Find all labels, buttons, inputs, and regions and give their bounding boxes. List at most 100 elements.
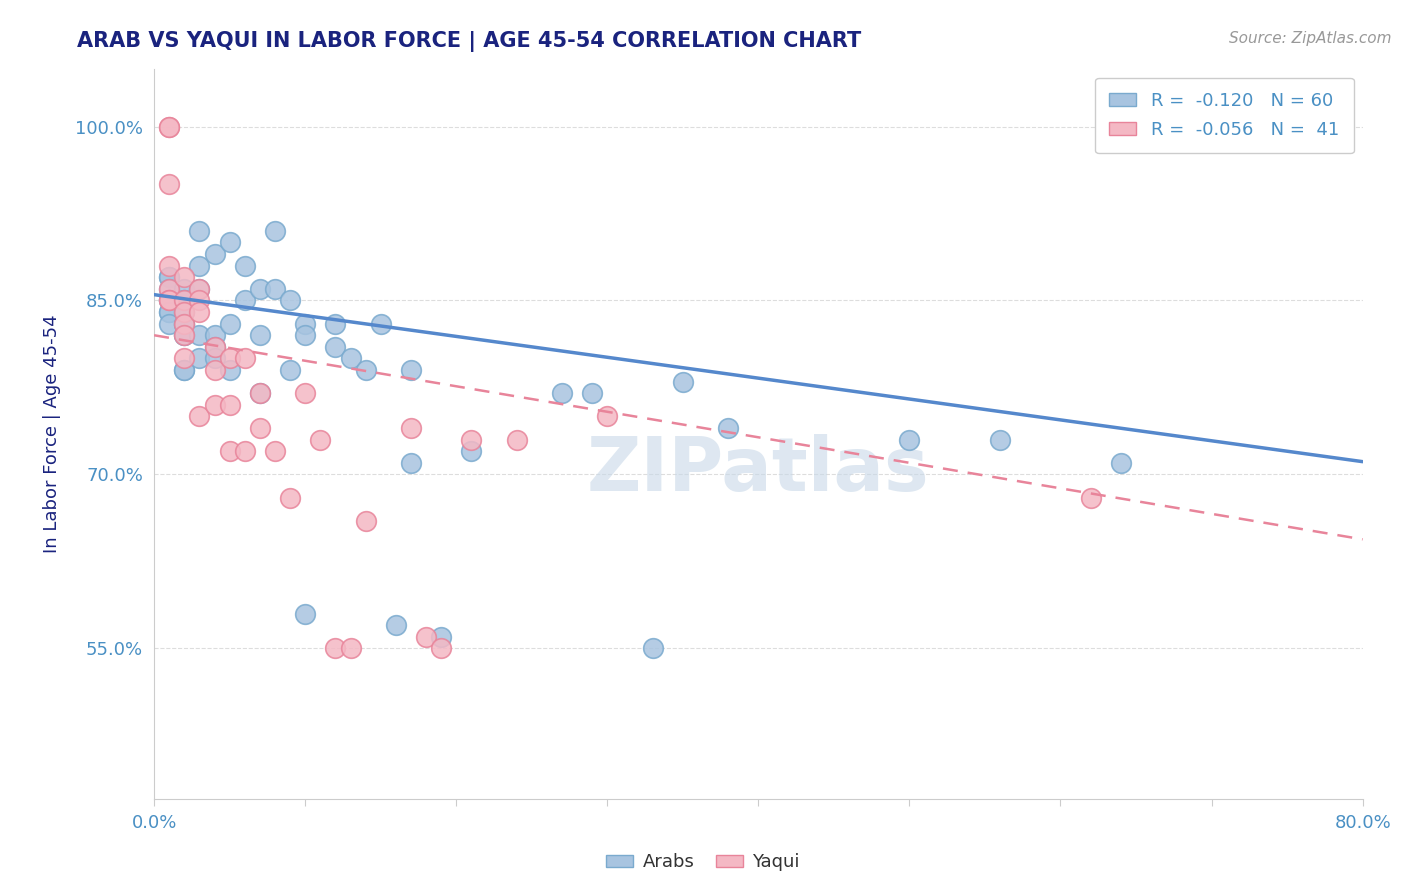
Point [430, 641, 453, 656]
Point [249, 386, 271, 401]
Point [157, 270, 180, 285]
Point [233, 259, 256, 273]
Point [173, 328, 195, 343]
Point [173, 270, 195, 285]
Point [339, 351, 361, 366]
Point [988, 433, 1011, 447]
Point [278, 491, 301, 505]
Point [264, 444, 287, 458]
Point [173, 282, 195, 296]
Point [505, 433, 527, 447]
Point [898, 433, 921, 447]
Point [173, 293, 195, 308]
Point [278, 293, 301, 308]
Point [173, 328, 195, 343]
Point [581, 386, 603, 401]
Point [157, 120, 180, 134]
Point [672, 375, 695, 389]
Point [325, 317, 347, 331]
Point [415, 630, 437, 644]
Point [233, 293, 256, 308]
Point [1109, 456, 1132, 470]
Point [264, 224, 287, 238]
Text: ARAB VS YAQUI IN LABOR FORCE | AGE 45-54 CORRELATION CHART: ARAB VS YAQUI IN LABOR FORCE | AGE 45-54… [77, 31, 862, 53]
Point [173, 317, 195, 331]
Point [399, 421, 422, 435]
Point [157, 178, 180, 192]
Point [157, 120, 180, 134]
Point [354, 363, 377, 377]
Point [188, 282, 211, 296]
Point [157, 293, 180, 308]
Point [249, 386, 271, 401]
Legend: R =  -0.120   N = 60, R =  -0.056   N =  41: R = -0.120 N = 60, R = -0.056 N = 41 [1095, 78, 1354, 153]
Point [157, 293, 180, 308]
Text: Source: ZipAtlas.com: Source: ZipAtlas.com [1229, 31, 1392, 46]
Point [218, 363, 240, 377]
Point [1080, 491, 1102, 505]
Point [460, 444, 482, 458]
Point [188, 409, 211, 424]
Point [218, 317, 240, 331]
Point [325, 641, 347, 656]
Point [173, 305, 195, 319]
Point [173, 317, 195, 331]
Point [385, 618, 408, 632]
Point [264, 282, 287, 296]
Point [460, 433, 482, 447]
Point [173, 363, 195, 377]
Point [157, 293, 180, 308]
Point [157, 293, 180, 308]
Point [218, 444, 240, 458]
Point [249, 328, 271, 343]
Point [188, 224, 211, 238]
Point [204, 351, 226, 366]
Legend: Arabs, Yaqui: Arabs, Yaqui [599, 847, 807, 879]
Point [399, 456, 422, 470]
Point [294, 386, 316, 401]
Point [551, 386, 574, 401]
Point [204, 363, 226, 377]
Point [157, 317, 180, 331]
Point [157, 282, 180, 296]
Point [188, 293, 211, 308]
Y-axis label: In Labor Force | Age 45-54: In Labor Force | Age 45-54 [44, 315, 60, 553]
Point [596, 409, 619, 424]
Point [188, 305, 211, 319]
Text: ZIPatlas: ZIPatlas [588, 434, 929, 507]
Point [173, 305, 195, 319]
Point [204, 398, 226, 412]
Point [157, 282, 180, 296]
Point [173, 293, 195, 308]
Point [188, 328, 211, 343]
Point [204, 247, 226, 261]
Point [188, 282, 211, 296]
Point [188, 351, 211, 366]
Point [294, 607, 316, 621]
Point [204, 340, 226, 354]
Point [641, 641, 664, 656]
Point [249, 282, 271, 296]
Point [399, 363, 422, 377]
Point [294, 328, 316, 343]
Point [233, 444, 256, 458]
Point [233, 351, 256, 366]
Point [173, 351, 195, 366]
Point [188, 259, 211, 273]
Point [157, 305, 180, 319]
Point [325, 340, 347, 354]
Point [173, 293, 195, 308]
Point [173, 317, 195, 331]
Point [249, 421, 271, 435]
Point [717, 421, 740, 435]
Point [157, 305, 180, 319]
Point [173, 363, 195, 377]
Point [370, 317, 392, 331]
Point [354, 514, 377, 528]
Point [157, 270, 180, 285]
Point [173, 328, 195, 343]
Point [218, 235, 240, 250]
Point [278, 363, 301, 377]
Point [218, 398, 240, 412]
Point [204, 340, 226, 354]
